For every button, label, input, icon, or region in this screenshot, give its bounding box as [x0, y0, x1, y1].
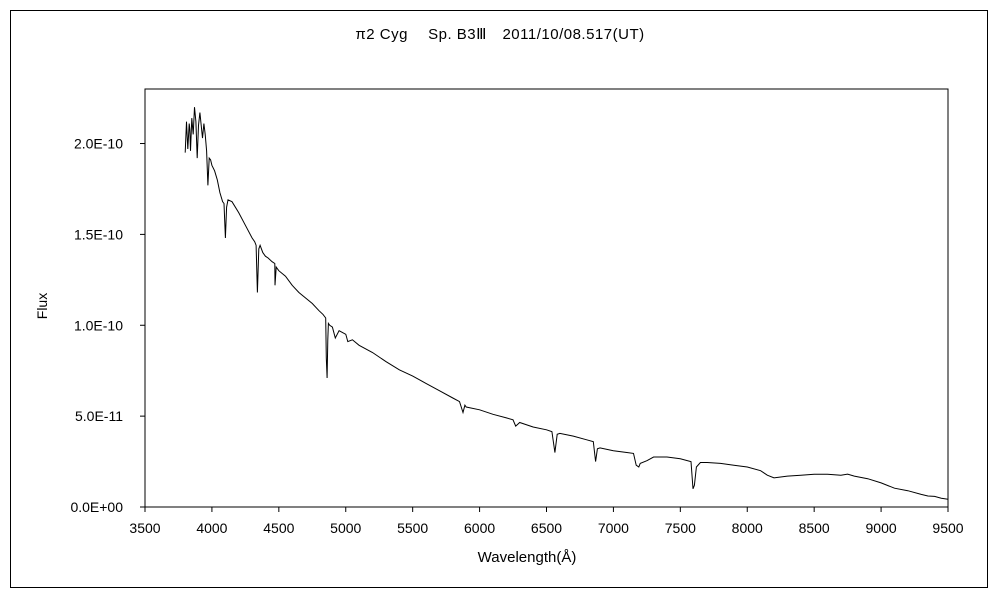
- plot-area: [144, 88, 949, 508]
- x-tick-label: 6500: [531, 520, 562, 536]
- x-tick-label: 6000: [464, 520, 495, 536]
- y-tick-label: 1.0E-10: [74, 317, 123, 333]
- x-tick-label: 4500: [263, 520, 294, 536]
- y-tick-label: 2.0E-10: [74, 136, 123, 152]
- x-tick-label: 8000: [732, 520, 763, 536]
- x-tick-label: 7500: [665, 520, 696, 536]
- x-tick-label: 9500: [932, 520, 963, 536]
- chart-frame: [10, 10, 988, 588]
- x-tick-label: 8500: [799, 520, 830, 536]
- y-axis: 0.0E+00 5.0E-11 1.0E-10 1.5E-10 2.0E-10: [70, 136, 145, 515]
- x-tick-label: 3500: [129, 520, 160, 536]
- x-tick-label: 5500: [397, 520, 428, 536]
- y-tick-label: 5.0E-11: [75, 408, 123, 424]
- x-tick-label: 9000: [866, 520, 897, 536]
- x-tick-label: 4000: [196, 520, 227, 536]
- y-axis-label: Flux: [34, 292, 50, 320]
- spectrum-line: [184, 107, 949, 500]
- x-axis-label: Wavelength(Å): [477, 549, 577, 566]
- x-tick-label: 5000: [330, 520, 361, 536]
- chart-title: π2 Cyg Sp. B3Ⅲ 2011/10/08.517(UT): [355, 26, 645, 43]
- y-tick-label: 0.0E+00: [70, 499, 123, 515]
- x-axis: 3500 4000 4500 5000 5500 6000 6500 7000 7500 8000…: [129, 507, 964, 536]
- y-tick-label: 1.5E-10: [74, 226, 123, 242]
- x-tick-label: 7000: [598, 520, 629, 536]
